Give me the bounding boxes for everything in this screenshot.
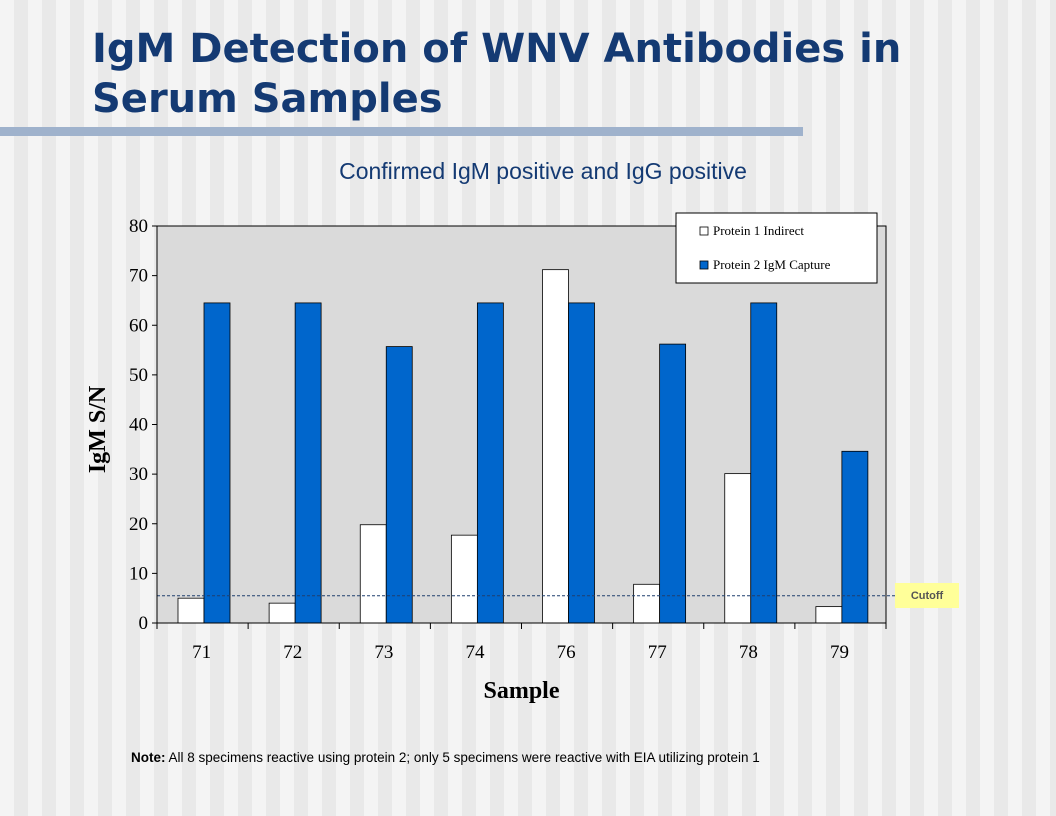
bar-protein1-77 xyxy=(633,583,661,624)
x-tick-label: 73 xyxy=(374,642,393,663)
footnote: Note: All 8 specimens reactive using pro… xyxy=(131,750,760,765)
y-tick-label: 10 xyxy=(129,563,148,584)
bars-group xyxy=(177,269,869,624)
x-tick-label: 71 xyxy=(192,642,211,663)
cutoff-label: Cutoff xyxy=(895,583,959,608)
bar-protein1-76 xyxy=(542,269,569,624)
bar-protein2-78 xyxy=(750,302,778,624)
bar-protein2-76 xyxy=(568,302,595,624)
x-tick-label: 74 xyxy=(465,642,485,663)
legend: Protein 1 Indirect Protein 2 IgM Capture xyxy=(675,212,878,284)
y-tick-label: 50 xyxy=(129,365,148,386)
bar-protein1-72 xyxy=(268,602,296,624)
y-tick-label: 40 xyxy=(129,415,148,436)
y-tick-label: 20 xyxy=(129,514,148,535)
slide-title: IgM Detection of WNV Antibodies in Serum… xyxy=(92,26,902,122)
legend-swatch-protein1 xyxy=(699,226,709,236)
y-tick-label: 0 xyxy=(139,613,149,634)
legend-swatch-protein2 xyxy=(699,260,709,270)
bar-protein2-77 xyxy=(659,343,687,624)
bar-protein2-79 xyxy=(841,450,869,624)
bar-protein1-74 xyxy=(450,534,478,624)
bar-protein1-79 xyxy=(815,606,843,624)
y-axis-label: IgM S/N xyxy=(85,385,111,473)
x-tick-label: 77 xyxy=(648,642,667,663)
chart-title: Confirmed IgM positive and IgG positive xyxy=(339,158,747,184)
legend-label-protein1: Protein 1 Indirect xyxy=(713,223,804,238)
bar-protein1-71 xyxy=(177,597,205,624)
x-tick-label: 78 xyxy=(739,642,758,663)
x-tick-label: 76 xyxy=(557,642,576,663)
x-tick-label: 79 xyxy=(830,642,849,663)
bar-protein2-71 xyxy=(203,302,231,624)
title-underline xyxy=(0,127,803,136)
y-tick-label: 70 xyxy=(129,266,148,287)
bar-protein2-74 xyxy=(476,302,504,624)
bar-protein2-72 xyxy=(294,302,322,624)
note-label: Note: xyxy=(131,750,166,765)
y-tick-label: 30 xyxy=(129,464,148,485)
y-tick-label: 80 xyxy=(129,216,148,237)
y-tick-label: 60 xyxy=(129,315,148,336)
note-text: All 8 specimens reactive using protein 2… xyxy=(165,750,760,765)
bar-protein1-78 xyxy=(724,473,752,624)
bar-protein2-73 xyxy=(385,346,413,624)
axes-group: 0 10 20 30 40 50 60 70 80 71 72 73 74 76 77 78 79 xyxy=(129,216,887,663)
legend-label-protein2: Protein 2 IgM Capture xyxy=(713,257,831,272)
x-axis-label: Sample xyxy=(483,678,559,704)
x-tick-label: 72 xyxy=(283,642,302,663)
bar-protein1-73 xyxy=(359,524,387,624)
legend-box xyxy=(675,212,878,284)
